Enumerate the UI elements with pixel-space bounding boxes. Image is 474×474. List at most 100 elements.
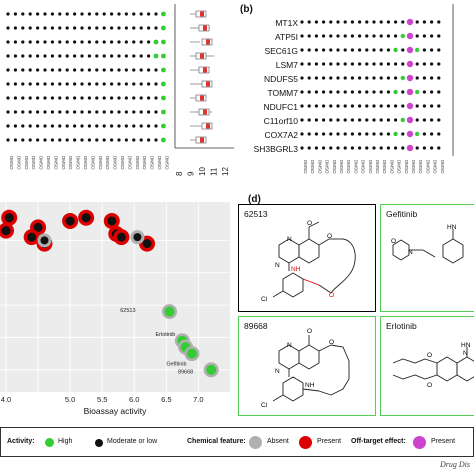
axis-tick-label: 10 — [198, 167, 207, 176]
matrix-dot — [379, 76, 383, 80]
matrix-dot — [102, 26, 106, 30]
matrix-dot — [147, 96, 151, 100]
scatter-point-moderate — [133, 233, 142, 242]
matrix-dot — [336, 76, 340, 80]
matrix-dot — [343, 118, 347, 122]
matrix-dot — [65, 26, 69, 30]
legend-high-swatch — [45, 438, 54, 447]
matrix-dot-high — [393, 89, 398, 95]
matrix-dot — [430, 48, 434, 52]
matrix-dot — [110, 68, 114, 72]
matrix-dot — [50, 40, 55, 44]
matrix-dot — [117, 96, 121, 100]
matrix-dot-offtarget — [406, 18, 414, 26]
matrix-dot — [110, 12, 114, 16]
matrix-dot — [65, 82, 69, 86]
matrix-dot — [87, 138, 91, 142]
sample-label: DMSO — [105, 156, 110, 170]
matrix-dot — [379, 34, 383, 38]
matrix-dot-offtarget — [406, 102, 414, 110]
box-plot-median — [203, 25, 207, 31]
matrix-dot — [147, 26, 151, 30]
legend-moderate-label: Moderate or low — [107, 438, 158, 445]
matrix-dot — [139, 138, 143, 142]
matrix-dot — [87, 68, 91, 72]
matrix-dot — [28, 54, 32, 58]
matrix-dot — [336, 90, 340, 94]
matrix-dot — [102, 96, 106, 100]
matrix-dot — [430, 20, 434, 24]
matrix-dot — [379, 118, 383, 122]
matrix-dot — [43, 82, 47, 86]
matrix-dot — [50, 26, 55, 30]
matrix-dot — [336, 104, 340, 108]
sample-label: DMSO — [98, 156, 103, 170]
matrix-dot — [329, 76, 333, 80]
matrix-dot — [6, 124, 10, 128]
sample-label: DMSO — [61, 156, 66, 170]
matrix-dot — [336, 146, 340, 150]
matrix-dot — [358, 20, 362, 24]
matrix-dot — [365, 118, 369, 122]
structure-card-62513: 62513 N N O O NH Cl O — [238, 204, 376, 312]
matrix-dot — [314, 146, 318, 150]
matrix-dot — [110, 26, 114, 30]
matrix-dot — [43, 68, 47, 72]
matrix-dot — [358, 76, 362, 80]
matrix-dot — [322, 62, 326, 66]
matrix-dot — [430, 76, 434, 80]
matrix-dot — [365, 146, 369, 150]
matrix-dot — [147, 68, 151, 72]
matrix-dot-high — [153, 53, 159, 59]
sample-label: DMSO — [90, 156, 95, 170]
matrix-dot — [73, 110, 77, 114]
matrix-dot — [394, 20, 398, 24]
matrix-dot — [95, 26, 99, 30]
matrix-dot — [58, 124, 62, 128]
matrix-dot — [394, 118, 398, 122]
atom-o: O — [327, 233, 332, 240]
matrix-dot — [386, 104, 390, 108]
matrix-dot — [358, 48, 362, 52]
axis-tick-label: 8 — [175, 171, 184, 176]
matrix-dot — [28, 82, 32, 86]
matrix-dot — [28, 40, 32, 44]
matrix-dot — [6, 12, 10, 16]
matrix-dot — [147, 40, 151, 44]
matrix-dot — [394, 104, 398, 108]
matrix-dot — [50, 12, 55, 16]
matrix-dot — [43, 96, 47, 100]
gene-label: C11orf10 — [263, 116, 298, 126]
matrix-dot — [329, 48, 333, 52]
legend-offtarget-swatch — [413, 436, 426, 449]
matrix-dot — [437, 90, 441, 94]
atom-n: N — [408, 249, 413, 256]
matrix-dot — [430, 104, 434, 108]
matrix-dot — [322, 48, 326, 52]
legend-absent-swatch — [249, 436, 262, 449]
matrix-dot — [117, 124, 121, 128]
gene-label: NDUFC1 — [263, 102, 298, 112]
matrix-dot — [43, 12, 47, 16]
sample-label: DMSO — [142, 156, 147, 170]
sample-label: DMSO — [157, 156, 162, 170]
matrix-dot — [437, 132, 441, 136]
matrix-dot — [422, 146, 426, 150]
matrix-dot — [6, 110, 10, 114]
matrix-dot — [36, 40, 40, 44]
matrix-dot — [350, 146, 354, 150]
legend-present-label: Present — [317, 438, 342, 445]
sample-label: DMSO — [440, 160, 445, 174]
matrix-dot — [117, 26, 121, 30]
bioassay-scatter-plot: 62513 Erlotinib Gefitinib 89668 4.0 5.0 5.5 6.0… — [0, 202, 230, 416]
matrix-dot-offtarget — [406, 88, 414, 96]
matrix-dot — [36, 68, 40, 72]
atom-o: O — [427, 382, 432, 389]
legend-high-label: High — [58, 438, 73, 445]
matrix-dot — [322, 34, 326, 38]
matrix-dot — [365, 90, 369, 94]
matrix-dot — [50, 138, 55, 142]
matrix-dot — [307, 104, 311, 108]
matrix-dot — [28, 96, 32, 100]
matrix-dot — [379, 132, 383, 136]
